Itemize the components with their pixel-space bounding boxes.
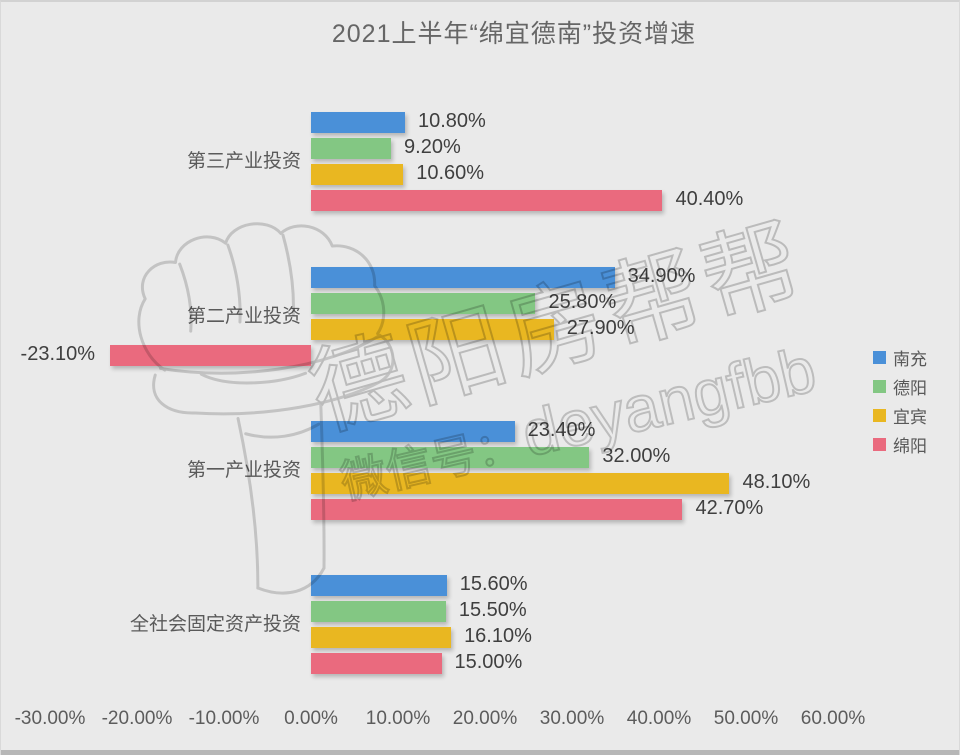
bar-德阳-2 (311, 293, 536, 314)
legend-label: 宜宾 (893, 408, 927, 427)
category-label: 第一产业投资 (186, 460, 301, 481)
legend-item: 绵阳 (873, 430, 927, 459)
bar-绵阳-4 (311, 653, 442, 674)
bar-value-label: 27.90% (566, 317, 635, 339)
legend: 南充 德阳 宜宾 绵阳 (873, 343, 927, 459)
bar-value-label: 23.40% (527, 419, 596, 441)
bar-value-label: 10.60% (416, 162, 485, 184)
bar-南充-4 (311, 575, 447, 596)
legend-item: 南充 (873, 343, 927, 372)
legend-swatch (873, 438, 886, 451)
legend-label: 德阳 (893, 379, 927, 398)
x-axis-tick: 40.00% (626, 708, 692, 729)
bar-value-label: -23.10% (20, 343, 96, 365)
bar-宜宾-4 (311, 627, 452, 648)
bottom-edge-bar (1, 750, 959, 755)
x-axis-tick: 60.00% (800, 708, 866, 729)
x-axis-tick: 50.00% (713, 708, 779, 729)
bar-value-label: 34.90% (627, 265, 696, 287)
x-axis-tick: 10.00% (365, 708, 431, 729)
x-axis-tick: 30.00% (539, 708, 605, 729)
category-label: 第二产业投资 (186, 306, 301, 327)
bar-value-label: 9.20% (404, 136, 461, 158)
bar-宜宾-1 (311, 164, 404, 185)
bar-宜宾-2 (311, 319, 554, 340)
legend-label: 南充 (893, 350, 927, 369)
bar-绵阳-2 (110, 345, 311, 366)
legend-swatch (873, 409, 886, 422)
x-axis-tick: 20.00% (452, 708, 518, 729)
category-label: 第三产业投资 (186, 151, 301, 172)
chart-title: 2021上半年“绵宜德南”投资增速 (331, 20, 697, 48)
bar-value-label: 25.80% (548, 291, 617, 313)
x-axis-tick: -20.00% (101, 708, 173, 729)
bar-南充-3 (311, 421, 515, 442)
bar-德阳-1 (311, 138, 392, 159)
bar-value-label: 48.10% (742, 471, 811, 493)
x-axis-tick: -10.00% (188, 708, 260, 729)
legend-item: 德阳 (873, 372, 927, 401)
legend-item: 宜宾 (873, 401, 927, 430)
x-axis-tick: 0.00% (284, 708, 338, 729)
legend-swatch (873, 351, 886, 364)
legend-label: 绵阳 (893, 437, 927, 456)
bar-value-label: 42.70% (695, 497, 764, 519)
bar-德阳-4 (311, 601, 446, 622)
bar-宜宾-3 (311, 473, 730, 494)
bar-value-label: 15.50% (458, 599, 527, 621)
bar-value-label: 32.00% (602, 445, 671, 467)
bar-value-label: 40.40% (675, 188, 744, 210)
bar-南充-2 (311, 267, 615, 288)
bar-value-label: 10.80% (417, 110, 486, 132)
bar-绵阳-1 (311, 190, 663, 211)
bar-绵阳-3 (311, 499, 683, 520)
bar-value-label: 15.60% (459, 573, 528, 595)
category-label: 全社会固定资产投资 (129, 614, 301, 635)
legend-swatch (873, 380, 886, 393)
x-axis-tick: -30.00% (14, 708, 86, 729)
bar-value-label: 16.10% (464, 625, 532, 647)
bar-德阳-3 (311, 447, 590, 468)
bar-value-label: 15.00% (454, 651, 523, 673)
bar-南充-1 (311, 112, 405, 133)
